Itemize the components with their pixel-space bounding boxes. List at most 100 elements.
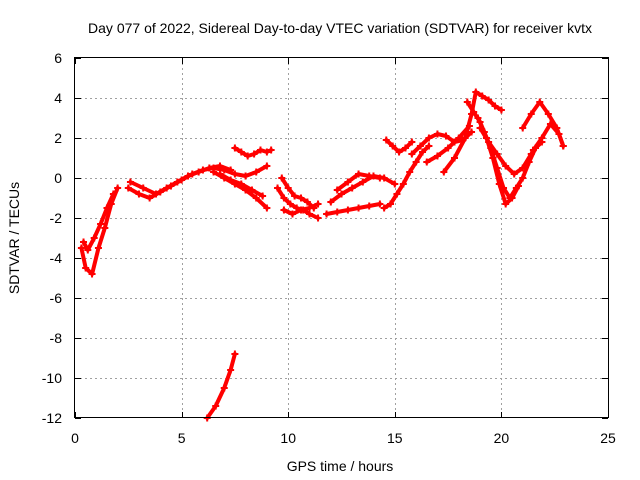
data-point-marker — [406, 168, 414, 176]
data-point-marker — [333, 186, 341, 194]
data-point-marker — [124, 184, 132, 192]
data-point-marker — [263, 204, 271, 212]
data-point-marker — [216, 162, 224, 170]
data-point-marker — [359, 178, 367, 186]
series-trace — [382, 144, 431, 210]
data-point-marker — [139, 184, 147, 192]
data-point-marker — [256, 146, 264, 154]
data-point-marker — [506, 194, 514, 202]
data-points — [77, 88, 567, 422]
series-arc22 — [476, 124, 535, 178]
series-trace — [205, 352, 237, 420]
data-point-marker — [538, 134, 546, 142]
data-point-marker — [263, 148, 271, 156]
data-point-marker — [205, 164, 213, 172]
series-arc15 — [380, 142, 433, 212]
data-point-marker — [416, 142, 424, 150]
data-point-marker — [412, 158, 420, 166]
series-arc18 — [423, 122, 473, 166]
series-arc9 — [274, 184, 322, 222]
data-point-marker — [433, 152, 441, 160]
x-axis-label: GPS time / hours — [287, 458, 394, 474]
data-point-marker — [212, 402, 220, 410]
data-point-marker — [220, 384, 228, 392]
data-point-marker — [470, 108, 478, 116]
y-tick-label: -12 — [42, 410, 62, 426]
data-point-marker — [493, 164, 501, 172]
series-arc8 — [216, 170, 267, 200]
data-point-marker — [401, 144, 409, 152]
data-point-marker — [355, 204, 363, 212]
y-tick-label: -2 — [50, 210, 63, 226]
series-arc5 — [126, 162, 235, 198]
data-point-marker — [252, 194, 260, 202]
data-point-marker — [408, 138, 416, 146]
data-point-marker — [114, 184, 122, 192]
data-point-marker — [284, 184, 292, 192]
data-point-marker — [423, 158, 431, 166]
data-point-marker — [546, 120, 554, 128]
y-tick-label: -10 — [42, 370, 62, 386]
data-point-marker — [126, 178, 134, 186]
series-arc21 — [474, 114, 546, 202]
data-point-marker — [440, 168, 448, 176]
data-point-marker — [544, 110, 552, 118]
data-point-marker — [231, 170, 239, 178]
data-point-marker — [527, 150, 535, 158]
data-point-marker — [476, 124, 484, 132]
data-point-marker — [259, 192, 267, 200]
data-point-marker — [527, 110, 535, 118]
data-point-marker — [502, 200, 510, 208]
data-point-marker — [291, 192, 299, 200]
data-point-marker — [314, 214, 322, 222]
data-point-marker — [491, 102, 499, 110]
series-arc3 — [203, 350, 239, 422]
data-point-marker — [297, 194, 305, 202]
data-point-marker — [425, 134, 433, 142]
data-point-marker — [395, 148, 403, 156]
series-arc1 — [77, 184, 122, 278]
series-arc11 — [278, 174, 318, 212]
y-tick-label: 4 — [54, 90, 62, 106]
data-point-marker — [365, 172, 373, 180]
data-point-marker — [303, 198, 311, 206]
data-point-marker — [280, 206, 288, 214]
data-point-marker — [231, 350, 239, 358]
data-point-marker — [242, 172, 250, 180]
y-tick-label: 6 — [54, 50, 62, 66]
data-point-marker — [323, 210, 331, 218]
data-point-marker — [333, 208, 341, 216]
data-point-marker — [327, 198, 335, 206]
data-point-marker — [376, 174, 384, 182]
data-point-marker — [90, 234, 98, 242]
data-point-marker — [252, 168, 260, 176]
data-point-marker — [389, 142, 397, 150]
data-point-marker — [468, 128, 476, 136]
data-point-marker — [493, 150, 501, 158]
data-point-marker — [310, 204, 318, 212]
data-point-marker — [399, 180, 407, 188]
y-tick-label: 0 — [54, 170, 62, 186]
data-point-marker — [536, 98, 544, 106]
data-point-marker — [146, 194, 154, 202]
data-point-marker — [393, 190, 401, 198]
data-point-marker — [555, 130, 563, 138]
data-point-marker — [227, 366, 235, 374]
y-tick-label: -4 — [50, 250, 63, 266]
data-point-marker — [444, 144, 452, 152]
data-point-marker — [274, 184, 282, 192]
data-point-marker — [314, 200, 322, 208]
data-point-marker — [502, 162, 510, 170]
data-point-marker — [103, 204, 111, 212]
data-point-marker — [288, 210, 296, 218]
x-tick-label: 10 — [280, 430, 296, 446]
data-point-marker — [355, 170, 363, 178]
data-point-marker — [380, 204, 388, 212]
data-point-marker — [559, 142, 567, 150]
axis-ticks: 0 5 10 15 20 25 -12 -10 -8 -6 -4 -2 0 2 4 6 — [42, 50, 616, 446]
data-point-marker — [184, 172, 192, 180]
series-trace — [475, 116, 544, 200]
x-tick-label: 25 — [600, 430, 616, 446]
data-point-marker — [442, 132, 450, 140]
data-point-marker — [286, 200, 294, 208]
